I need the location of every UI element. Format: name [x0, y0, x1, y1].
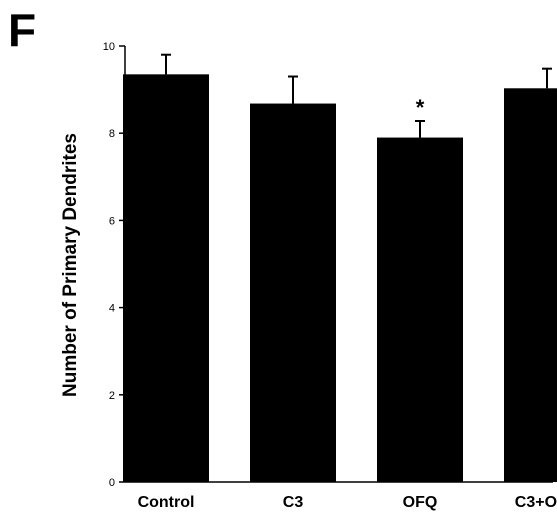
y-tick-label: 0: [109, 477, 115, 489]
bar: [504, 88, 557, 483]
y-axis-title: Number of Primary Dendrites: [60, 133, 81, 397]
panel-letter: F: [8, 4, 36, 56]
bar: [377, 137, 463, 482]
y-tick-label: 8: [109, 128, 115, 140]
x-tick-label: C3: [283, 494, 304, 511]
bar: [123, 74, 209, 482]
labels: Control C3 * OFQ C3+OFQ: [138, 95, 557, 511]
bar: [250, 103, 336, 482]
y-tick-label: 6: [109, 215, 115, 227]
x-tick-label: Control: [138, 494, 195, 511]
y-tick-label: 2: [109, 390, 115, 402]
x-tick-label: OFQ: [403, 494, 438, 511]
significance-marker: *: [416, 95, 425, 120]
y-tick-label: 4: [109, 303, 115, 315]
y-tick-label: 10: [103, 41, 115, 53]
x-tick-label: C3+OFQ: [515, 494, 557, 511]
bars: [123, 53, 557, 483]
